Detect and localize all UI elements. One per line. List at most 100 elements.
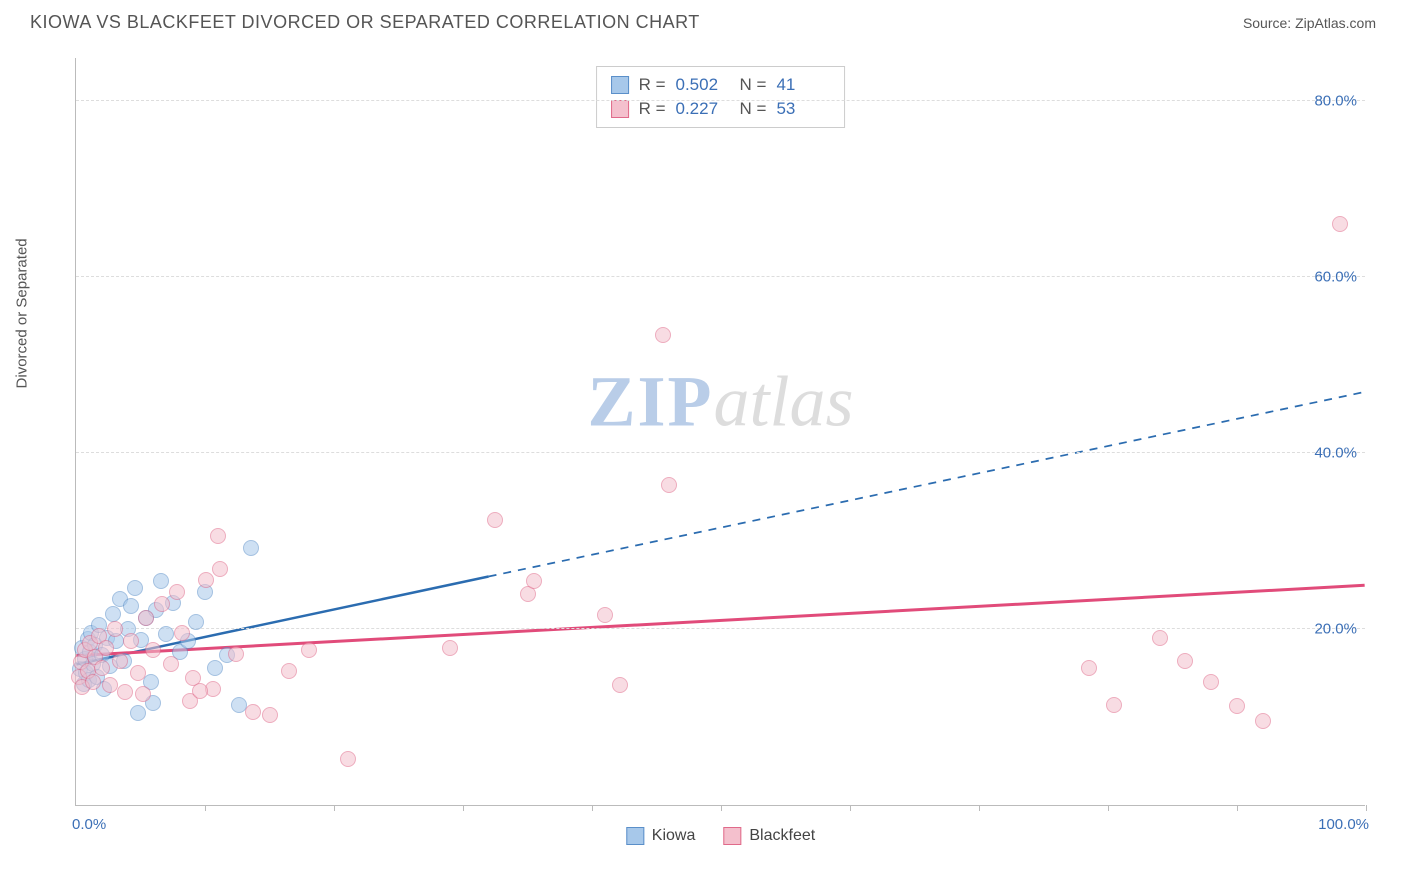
xtick (979, 805, 980, 811)
scatter-point-blackfeet (123, 633, 139, 649)
scatter-point-blackfeet (526, 573, 542, 589)
scatter-point-blackfeet (340, 751, 356, 767)
scatter-point-kiowa (127, 580, 143, 596)
ytick-label: 40.0% (1314, 445, 1357, 462)
scatter-point-blackfeet (85, 674, 101, 690)
scatter-point-kiowa (123, 598, 139, 614)
ytick-label: 60.0% (1314, 269, 1357, 286)
r-label: R = (639, 75, 666, 95)
scatter-point-blackfeet (198, 572, 214, 588)
gridline-h (76, 452, 1365, 453)
ytick-label: 20.0% (1314, 621, 1357, 638)
trendline-dashed (489, 392, 1365, 577)
bottom-legend: Kiowa Blackfeet (626, 827, 815, 845)
r-value-kiowa: 0.502 (676, 75, 730, 95)
scatter-point-blackfeet (442, 640, 458, 656)
stats-row-kiowa: R = 0.502 N = 41 (611, 73, 831, 97)
xtick (1237, 805, 1238, 811)
trend-lines-svg (76, 58, 1365, 805)
source-attribution: Source: ZipAtlas.com (1243, 15, 1376, 31)
xtick (850, 805, 851, 811)
xtick (463, 805, 464, 811)
scatter-point-kiowa (188, 614, 204, 630)
scatter-point-blackfeet (169, 584, 185, 600)
legend-label-blackfeet: Blackfeet (749, 827, 815, 845)
scatter-point-blackfeet (145, 642, 161, 658)
scatter-point-blackfeet (102, 677, 118, 693)
n-value-blackfeet: 53 (776, 99, 830, 119)
scatter-point-blackfeet (487, 512, 503, 528)
swatch-kiowa (626, 827, 644, 845)
gridline-h (76, 276, 1365, 277)
gridline-h (76, 100, 1365, 101)
scatter-point-kiowa (153, 573, 169, 589)
swatch-kiowa (611, 76, 629, 94)
stats-legend: R = 0.502 N = 41 R = 0.227 N = 53 (596, 66, 846, 128)
scatter-point-kiowa (158, 626, 174, 642)
scatter-point-blackfeet (212, 561, 228, 577)
scatter-point-blackfeet (597, 607, 613, 623)
scatter-point-blackfeet (210, 528, 226, 544)
legend-item-blackfeet: Blackfeet (723, 827, 815, 845)
scatter-point-blackfeet (135, 686, 151, 702)
scatter-point-blackfeet (655, 327, 671, 343)
plot-area: ZIPatlas R = 0.502 N = 41 R = 0.227 N = … (75, 58, 1365, 806)
trendline-solid (76, 585, 1364, 655)
scatter-point-blackfeet (174, 625, 190, 641)
scatter-point-blackfeet (661, 477, 677, 493)
n-label: N = (740, 99, 767, 119)
legend-item-kiowa: Kiowa (626, 827, 696, 845)
chart-header: KIOWA VS BLACKFEET DIVORCED OR SEPARATED… (0, 0, 1406, 39)
xtick (334, 805, 335, 811)
scatter-point-blackfeet (163, 656, 179, 672)
scatter-point-blackfeet (1332, 216, 1348, 232)
source-link[interactable]: ZipAtlas.com (1295, 15, 1376, 31)
scatter-point-kiowa (130, 705, 146, 721)
scatter-point-blackfeet (94, 660, 110, 676)
scatter-point-blackfeet (1229, 698, 1245, 714)
scatter-point-blackfeet (612, 677, 628, 693)
scatter-point-blackfeet (192, 683, 208, 699)
scatter-point-blackfeet (301, 642, 317, 658)
scatter-point-blackfeet (112, 653, 128, 669)
scatter-point-kiowa (105, 606, 121, 622)
scatter-point-blackfeet (1106, 697, 1122, 713)
r-value-blackfeet: 0.227 (676, 99, 730, 119)
scatter-point-blackfeet (1177, 653, 1193, 669)
xtick (205, 805, 206, 811)
xtick (721, 805, 722, 811)
xtick (592, 805, 593, 811)
watermark-zip: ZIP (587, 361, 713, 441)
watermark-atlas: atlas (714, 361, 854, 441)
scatter-point-blackfeet (1081, 660, 1097, 676)
r-label: R = (639, 99, 666, 119)
scatter-point-blackfeet (1255, 713, 1271, 729)
swatch-blackfeet (611, 100, 629, 118)
n-value-kiowa: 41 (776, 75, 830, 95)
legend-label-kiowa: Kiowa (652, 827, 696, 845)
watermark: ZIPatlas (587, 360, 853, 443)
y-axis-label: Divorced or Separated (14, 238, 31, 388)
scatter-point-kiowa (243, 540, 259, 556)
chart-title: KIOWA VS BLACKFEET DIVORCED OR SEPARATED… (30, 12, 700, 33)
xtick (1108, 805, 1109, 811)
n-label: N = (740, 75, 767, 95)
scatter-point-blackfeet (281, 663, 297, 679)
scatter-point-blackfeet (228, 646, 244, 662)
scatter-point-blackfeet (245, 704, 261, 720)
x-axis-min-label: 0.0% (72, 816, 106, 833)
xtick (1366, 805, 1367, 811)
x-axis-max-label: 100.0% (1318, 816, 1369, 833)
ytick-label: 80.0% (1314, 93, 1357, 110)
scatter-point-blackfeet (130, 665, 146, 681)
swatch-blackfeet (723, 827, 741, 845)
scatter-point-blackfeet (117, 684, 133, 700)
scatter-point-blackfeet (1152, 630, 1168, 646)
scatter-point-kiowa (207, 660, 223, 676)
scatter-point-blackfeet (138, 610, 154, 626)
scatter-point-blackfeet (262, 707, 278, 723)
scatter-point-blackfeet (98, 640, 114, 656)
scatter-point-blackfeet (154, 596, 170, 612)
scatter-point-blackfeet (1203, 674, 1219, 690)
chart-container: Divorced or Separated ZIPatlas R = 0.502… (30, 50, 1380, 860)
